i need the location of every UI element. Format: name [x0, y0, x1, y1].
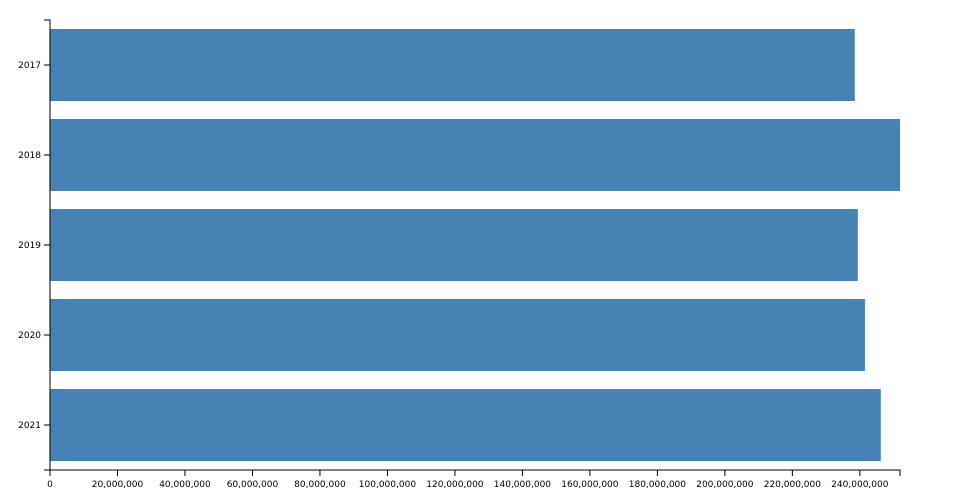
x-tick-label: 180,000,000: [629, 480, 687, 490]
x-tick-label: 220,000,000: [764, 480, 822, 490]
bar: [50, 299, 865, 371]
bar: [50, 209, 858, 281]
x-tick-label: 140,000,000: [494, 480, 552, 490]
x-tick-label: 160,000,000: [561, 480, 619, 490]
y-tick-label: 2017: [18, 61, 41, 71]
bar: [50, 389, 881, 461]
y-tick-label: 2020: [18, 331, 41, 341]
y-tick-label: 2021: [18, 421, 41, 431]
x-tick-label: 100,000,000: [359, 480, 417, 490]
x-tick-label: 120,000,000: [426, 480, 484, 490]
bar: [50, 29, 855, 101]
x-axis: [49, 469, 901, 476]
y-axis: [44, 19, 51, 471]
x-tick-label: 60,000,000: [227, 480, 279, 490]
x-tick-label: 0: [47, 480, 53, 490]
x-tick-label: 240,000,000: [831, 480, 889, 490]
y-tick-label: 2018: [18, 151, 41, 161]
bar: [50, 119, 900, 191]
x-tick-label: 40,000,000: [159, 480, 211, 490]
y-tick-label: 2019: [18, 241, 41, 251]
x-tick-label: 20,000,000: [92, 480, 144, 490]
x-tick-label: 80,000,000: [294, 480, 346, 490]
x-tick-label: 200,000,000: [696, 480, 754, 490]
